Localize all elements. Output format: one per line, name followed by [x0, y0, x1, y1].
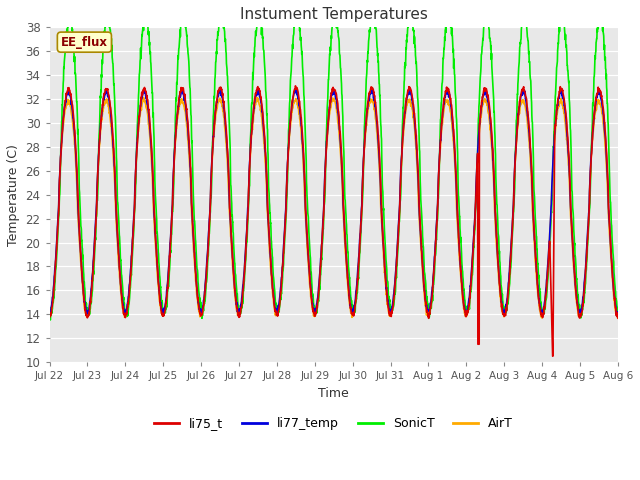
li75_t	[499, 312, 507, 317]
AirT	[499, 311, 507, 316]
SonicT	[580, 297, 588, 303]
AirT	[614, 315, 622, 321]
SonicT	[558, 8, 566, 14]
li77_temp	[499, 308, 507, 313]
SonicT	[351, 306, 358, 312]
Line: AirT: AirT	[49, 97, 618, 318]
AirT	[45, 313, 53, 319]
li77_temp	[45, 309, 53, 315]
li75_t	[351, 308, 358, 314]
li77_temp	[350, 305, 358, 311]
AirT	[204, 238, 212, 244]
SonicT	[499, 306, 507, 312]
li77_temp	[564, 149, 572, 155]
li75_t	[614, 315, 622, 321]
li75_t	[45, 312, 53, 318]
li77_temp	[204, 241, 212, 247]
AirT	[564, 153, 572, 159]
SonicT	[47, 317, 54, 323]
li75_t	[564, 140, 572, 145]
Line: li77_temp: li77_temp	[49, 88, 618, 314]
li75_t	[204, 248, 212, 253]
li77_temp	[363, 114, 371, 120]
SonicT	[614, 310, 622, 315]
SonicT	[45, 310, 53, 316]
Title: Instument Temperatures: Instument Temperatures	[240, 7, 428, 22]
li77_temp	[538, 311, 546, 317]
Y-axis label: Temperature (C): Temperature (C)	[7, 144, 20, 246]
AirT	[580, 289, 588, 295]
li75_t	[363, 110, 371, 116]
li77_temp	[580, 286, 588, 291]
AirT	[140, 95, 147, 100]
li75_t	[580, 290, 588, 296]
Legend: li75_t, li77_temp, SonicT, AirT: li75_t, li77_temp, SonicT, AirT	[149, 412, 518, 435]
li77_temp	[614, 309, 622, 315]
Line: SonicT: SonicT	[49, 11, 618, 320]
li77_temp	[368, 85, 376, 91]
li75_t	[548, 353, 556, 359]
SonicT	[204, 253, 212, 259]
AirT	[614, 315, 621, 321]
li75_t	[292, 83, 300, 89]
AirT	[351, 305, 358, 311]
AirT	[363, 116, 371, 122]
Text: EE_flux: EE_flux	[61, 36, 108, 48]
Line: li75_t: li75_t	[49, 86, 618, 356]
SonicT	[363, 71, 371, 76]
X-axis label: Time: Time	[318, 387, 349, 400]
SonicT	[564, 72, 572, 78]
